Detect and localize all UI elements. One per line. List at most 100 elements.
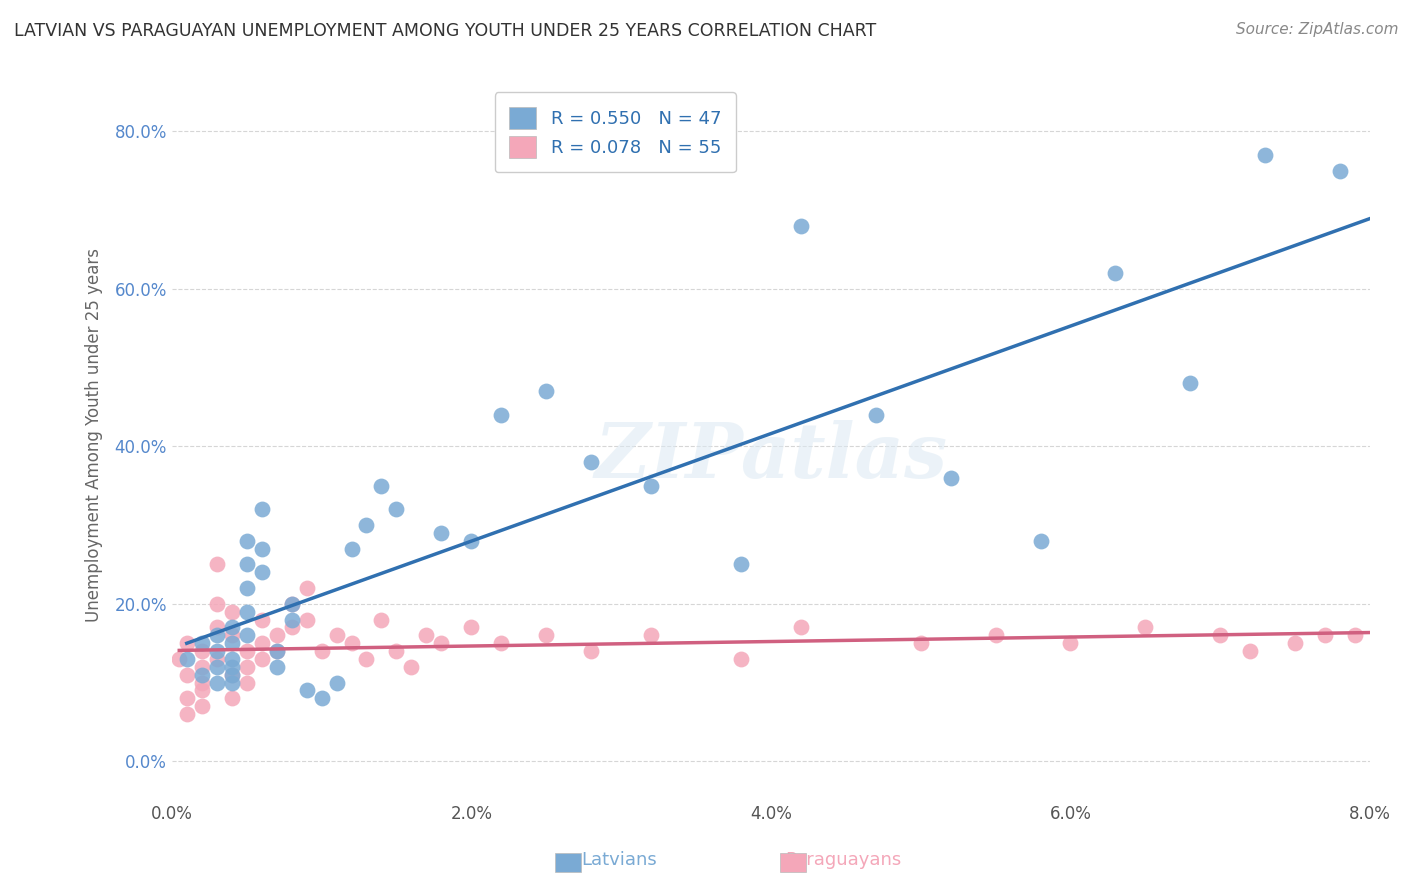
Point [295, 683, 318, 698]
Point [1284, 636, 1306, 650]
Point [1180, 376, 1202, 391]
Text: Source: ZipAtlas.com: Source: ZipAtlas.com [1236, 22, 1399, 37]
Legend: R = 0.550   N = 47, R = 0.078   N = 55: R = 0.550 N = 47, R = 0.078 N = 55 [495, 92, 735, 172]
Point [579, 455, 602, 469]
Point [1104, 266, 1126, 280]
Point [325, 675, 347, 690]
Point [235, 644, 257, 658]
Point [250, 566, 273, 580]
Point [221, 605, 243, 619]
Point [865, 408, 887, 422]
Point [235, 558, 257, 572]
Point [430, 636, 453, 650]
Point [190, 636, 212, 650]
Point [190, 675, 212, 690]
Point [205, 660, 228, 674]
Point [235, 533, 257, 548]
Point [235, 581, 257, 595]
Point [460, 620, 482, 634]
Point [370, 479, 392, 493]
Point [730, 652, 752, 666]
Point [1029, 533, 1052, 548]
Point [730, 558, 752, 572]
Point [430, 525, 453, 540]
Point [221, 620, 243, 634]
Point [250, 502, 273, 516]
Point [250, 636, 273, 650]
Point [250, 541, 273, 556]
Point [221, 636, 243, 650]
Point [325, 628, 347, 642]
Point [491, 408, 513, 422]
Point [221, 667, 243, 681]
Point [1135, 620, 1157, 634]
Text: Paraguayans: Paraguayans [786, 851, 901, 869]
Point [295, 581, 318, 595]
Point [250, 613, 273, 627]
Point [167, 652, 190, 666]
Point [579, 644, 602, 658]
Point [1209, 628, 1232, 642]
Point [280, 620, 302, 634]
Point [491, 636, 513, 650]
Point [401, 660, 423, 674]
Point [280, 597, 302, 611]
Point [235, 660, 257, 674]
Point [190, 667, 212, 681]
Point [790, 219, 813, 233]
Point [1329, 164, 1351, 178]
Point [205, 652, 228, 666]
Point [266, 644, 288, 658]
Point [176, 706, 198, 721]
Point [205, 620, 228, 634]
Point [205, 644, 228, 658]
Point [221, 691, 243, 706]
Point [340, 636, 363, 650]
Point [235, 675, 257, 690]
Point [311, 644, 333, 658]
Point [385, 644, 408, 658]
Point [190, 660, 212, 674]
Point [221, 675, 243, 690]
Point [176, 652, 198, 666]
Point [356, 652, 378, 666]
Point [1059, 636, 1081, 650]
Point [984, 628, 1007, 642]
Point [1254, 148, 1277, 162]
Point [340, 541, 363, 556]
Point [640, 479, 662, 493]
Y-axis label: Unemployment Among Youth under 25 years: Unemployment Among Youth under 25 years [86, 248, 103, 622]
Text: LATVIAN VS PARAGUAYAN UNEMPLOYMENT AMONG YOUTH UNDER 25 YEARS CORRELATION CHART: LATVIAN VS PARAGUAYAN UNEMPLOYMENT AMONG… [14, 22, 876, 40]
Point [176, 636, 198, 650]
Point [415, 628, 437, 642]
Point [311, 691, 333, 706]
Point [790, 620, 813, 634]
Point [536, 628, 558, 642]
Point [266, 644, 288, 658]
Point [939, 471, 962, 485]
Point [221, 652, 243, 666]
Point [250, 652, 273, 666]
Point [190, 699, 212, 714]
Point [221, 628, 243, 642]
Text: ZIPatlas: ZIPatlas [595, 419, 948, 493]
Point [295, 613, 318, 627]
Point [356, 518, 378, 533]
Point [536, 384, 558, 399]
Point [190, 644, 212, 658]
Point [280, 597, 302, 611]
Text: Latvians: Latvians [581, 851, 657, 869]
Point [235, 628, 257, 642]
Point [235, 605, 257, 619]
Point [176, 691, 198, 706]
Point [266, 660, 288, 674]
Point [1239, 644, 1261, 658]
Point [910, 636, 932, 650]
Point [266, 628, 288, 642]
Point [190, 683, 212, 698]
Point [205, 597, 228, 611]
Point [280, 613, 302, 627]
Point [221, 660, 243, 674]
Point [221, 667, 243, 681]
Point [176, 667, 198, 681]
